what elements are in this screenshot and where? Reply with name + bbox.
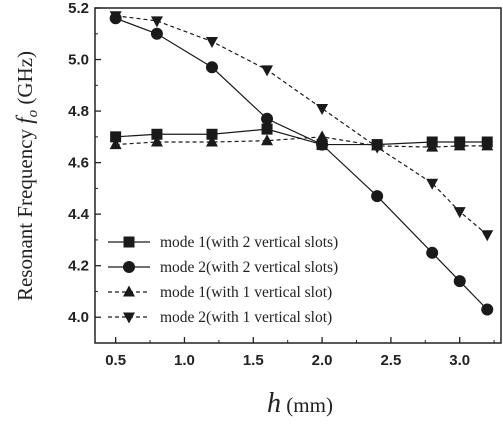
legend-marker: [123, 261, 135, 273]
series-4-point: [481, 230, 494, 242]
y-tick-label: 4.4: [68, 206, 90, 223]
series-2-point: [150, 27, 163, 40]
series-2-point: [316, 138, 329, 151]
x-tick-label: 2.5: [380, 352, 401, 369]
series-4-point: [453, 207, 466, 219]
legend: mode 1(with 2 vertical slots) mode 2(with…: [108, 234, 338, 326]
legend-marker: [123, 285, 135, 297]
x-tick-label: 3.0: [449, 352, 470, 369]
plot-frame: [94, 7, 502, 344]
series-4: [109, 11, 494, 242]
legend-marker: [123, 312, 135, 324]
x-tick-label: 2.0: [312, 352, 333, 369]
series-3-point: [205, 135, 218, 147]
x-axis-variable: h: [267, 388, 281, 419]
series-2-point: [426, 246, 439, 259]
y-tick-label: 5.2: [68, 0, 89, 17]
y-axis-prefix: Resonant Frequency: [13, 124, 37, 301]
y-axis-unit: (GHz): [13, 51, 37, 110]
axis-ticks: 0.5 1.0 1.5 2.0 2.5 3.0 4.0 4.2 4.4 4.6 4.8 5.0 5.2: [68, 0, 495, 369]
series-2-point: [205, 61, 218, 74]
series-4-point: [150, 16, 163, 28]
series-3-point: [481, 139, 494, 151]
series-2-point: [481, 303, 494, 316]
x-tick-label: 1.5: [243, 352, 264, 369]
y-axis-variable: f: [12, 114, 37, 124]
series-1-point: [261, 123, 273, 135]
series-4-point: [261, 65, 274, 77]
y-axis-title: Resonant Frequency fo (GHz): [12, 51, 41, 301]
x-axis-title: h (mm): [267, 388, 333, 419]
series-3-point: [426, 140, 439, 152]
series-1-point: [206, 128, 218, 140]
series-3-point: [453, 139, 466, 151]
series-3-point: [109, 138, 122, 150]
y-tick-label: 4.6: [68, 155, 89, 172]
series-2-point: [261, 112, 274, 125]
series-3-point: [150, 135, 163, 147]
x-tick-label: 0.5: [105, 352, 126, 369]
series-4-point: [371, 142, 384, 154]
series-4-point: [316, 104, 329, 115]
series-2: [109, 12, 494, 316]
x-axis-unit: (mm): [281, 393, 333, 417]
series-4-point: [109, 11, 122, 23]
y-tick-label: 5.0: [68, 52, 89, 69]
y-tick-label: 4.8: [68, 103, 89, 120]
series-4-point: [426, 178, 439, 190]
legend-label: mode 1(with 1 vertical slot): [160, 284, 332, 301]
series-1: [110, 123, 493, 151]
x-tick-label: 1.0: [174, 352, 195, 369]
legend-marker: [123, 236, 135, 248]
series-2-point: [371, 190, 384, 203]
series-layer: [109, 11, 494, 316]
y-tick-label: 4.2: [68, 258, 89, 275]
series-3-point: [316, 130, 329, 142]
series-1-point: [110, 131, 122, 143]
series-4-point: [205, 37, 218, 48]
series-4-line: [115, 15, 488, 236]
series-2-point: [453, 275, 466, 288]
y-tick-label: 4.0: [68, 309, 89, 326]
series-3-point: [261, 134, 274, 146]
legend-label: mode 1(with 2 vertical slots): [160, 234, 338, 251]
legend-label: mode 2(with 2 vertical slots): [160, 259, 338, 276]
series-1-point: [151, 128, 163, 140]
legend-label: mode 2(with 1 vertical slot): [160, 309, 332, 326]
y-axis-subscript: o: [25, 109, 41, 117]
